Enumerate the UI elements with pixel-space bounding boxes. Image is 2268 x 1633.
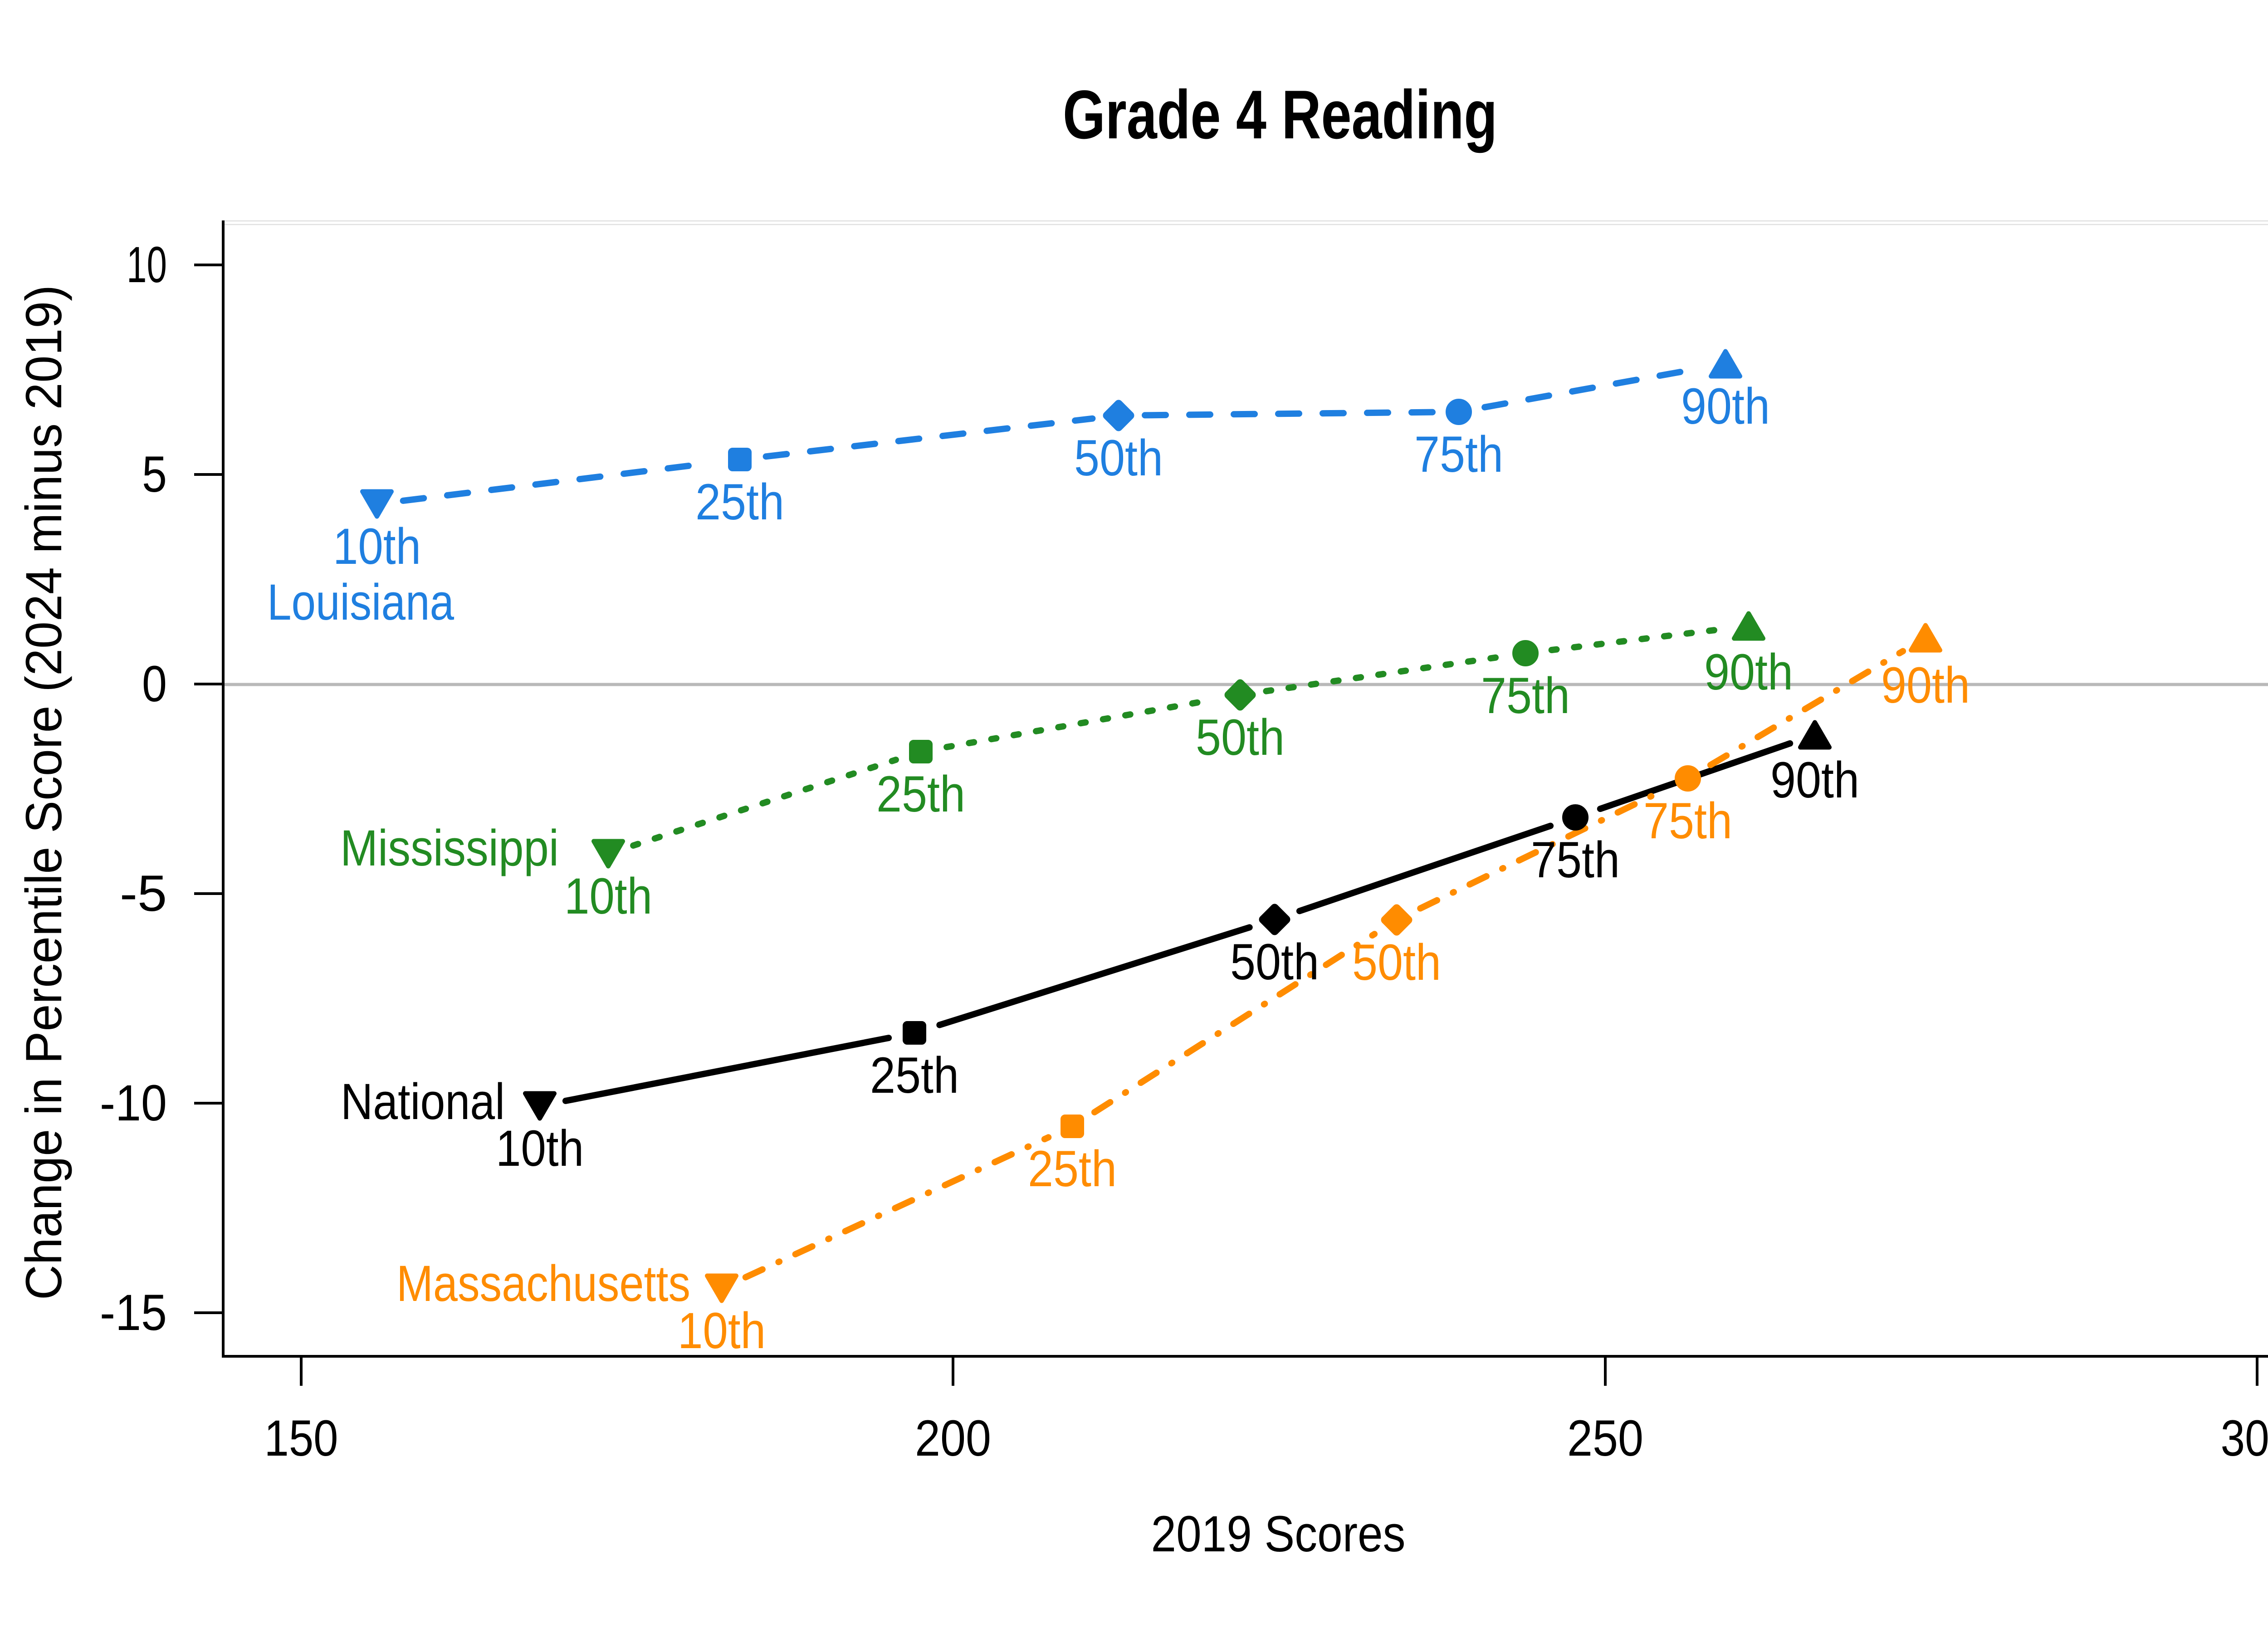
svg-text:90th: 90th (1881, 657, 1970, 714)
svg-text:2019 Scores: 2019 Scores (1151, 1506, 1406, 1562)
svg-text:Louisiana: Louisiana (267, 574, 455, 631)
svg-text:200: 200 (915, 1410, 991, 1467)
svg-text:50th: 50th (1196, 709, 1285, 766)
svg-text:10: 10 (127, 236, 167, 293)
svg-text:150: 150 (264, 1410, 338, 1467)
svg-text:75th: 75th (1531, 831, 1620, 888)
svg-text:75th: 75th (1643, 792, 1732, 849)
svg-text:50th: 50th (1230, 934, 1319, 990)
svg-text:-10: -10 (100, 1075, 167, 1131)
svg-text:0: 0 (142, 655, 167, 712)
svg-text:250: 250 (1567, 1410, 1643, 1467)
svg-text:-5: -5 (120, 865, 167, 922)
svg-text:90th: 90th (1770, 752, 1859, 808)
svg-text:Mississippi: Mississippi (340, 820, 559, 876)
svg-text:10th: 10th (496, 1120, 584, 1177)
svg-text:Grade 4 Reading: Grade 4 Reading (1063, 76, 1497, 153)
svg-text:25th: 25th (876, 766, 965, 822)
svg-text:25th: 25th (695, 474, 784, 530)
svg-text:25th: 25th (870, 1047, 959, 1104)
svg-text:75th: 75th (1414, 426, 1503, 483)
svg-text:75th: 75th (1481, 667, 1570, 724)
svg-text:50th: 50th (1074, 430, 1163, 486)
svg-text:50th: 50th (1352, 934, 1441, 991)
svg-text:25th: 25th (1028, 1140, 1117, 1197)
svg-text:300: 300 (2221, 1410, 2268, 1467)
svg-text:10th: 10th (564, 868, 652, 924)
svg-text:5: 5 (142, 446, 167, 503)
svg-text:-15: -15 (100, 1284, 167, 1341)
svg-text:National: National (341, 1073, 505, 1130)
svg-text:Massachusetts: Massachusetts (396, 1255, 690, 1312)
svg-text:90th: 90th (1704, 644, 1793, 700)
svg-text:90th: 90th (1681, 378, 1770, 435)
svg-text:10th: 10th (678, 1302, 766, 1359)
svg-text:Change in Percentile Score (20: Change in Percentile Score (2024 minus 2… (15, 285, 72, 1300)
svg-text:10th: 10th (333, 518, 421, 575)
